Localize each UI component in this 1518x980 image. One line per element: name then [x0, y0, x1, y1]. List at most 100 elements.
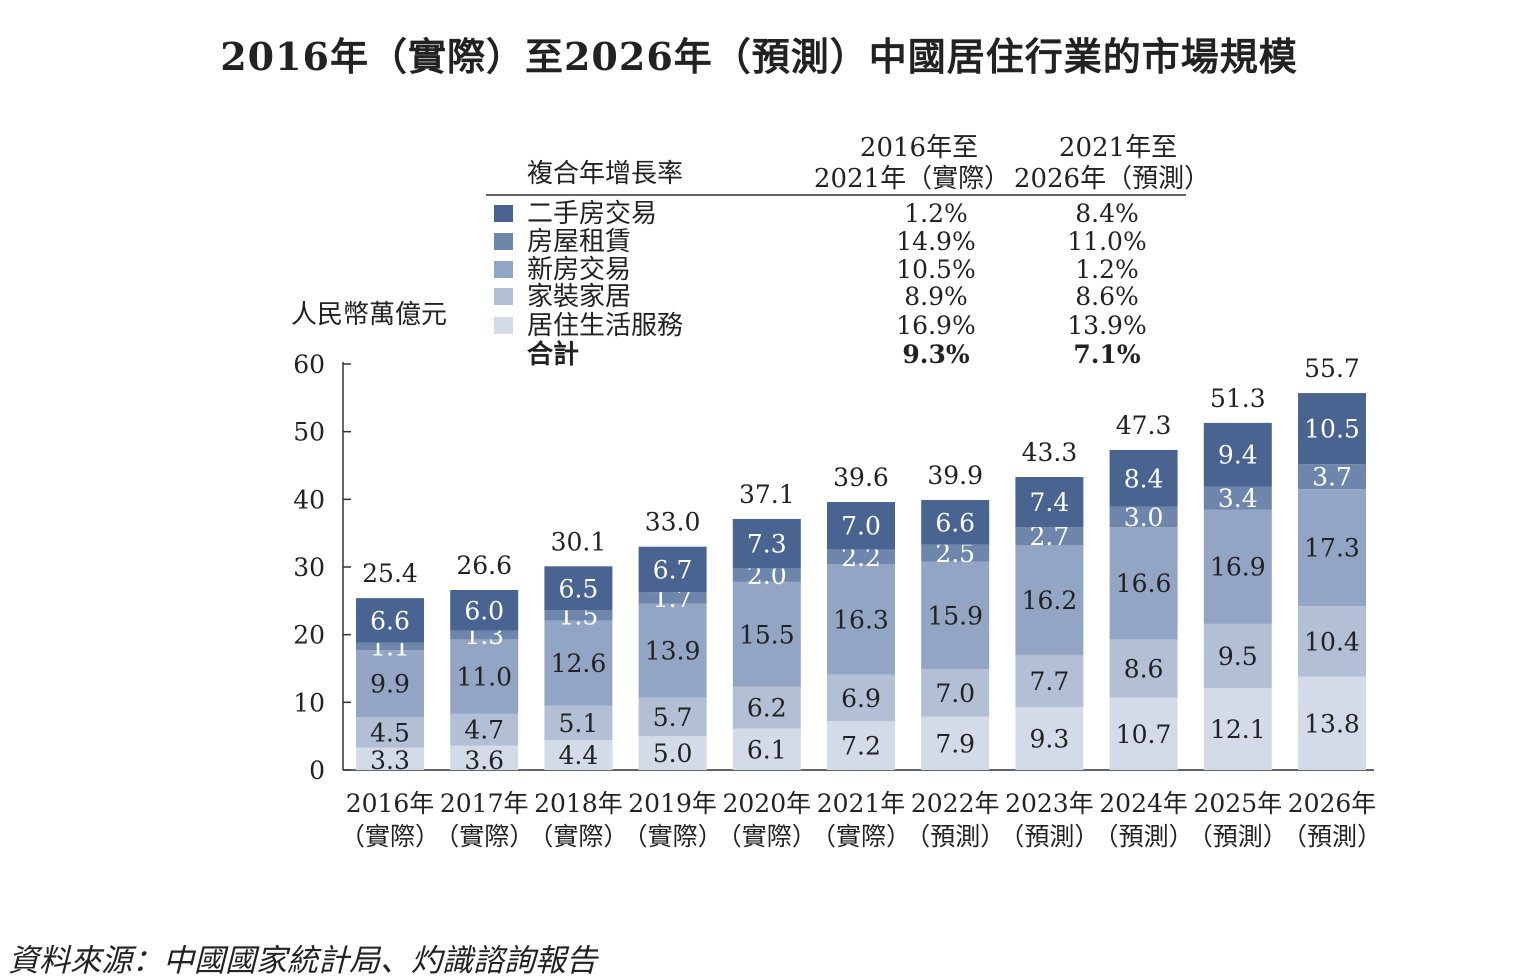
legend-total-label: 合計	[527, 339, 579, 370]
data-label: 6.1	[747, 735, 787, 764]
data-label: 6.7	[653, 555, 693, 584]
cagr-col1-header: 2016年至	[860, 133, 978, 163]
bar-segment	[638, 736, 707, 770]
data-label: 3.6	[464, 746, 504, 775]
y-tick-label: 20	[293, 621, 325, 650]
data-label: 16.3	[833, 605, 889, 634]
data-label: 15.9	[927, 601, 983, 630]
bar-segment	[1203, 486, 1272, 510]
x-tick-label-status: （實際）	[434, 822, 534, 851]
cagr-value-col2: 8.4%	[1075, 199, 1139, 228]
legend-label: 二手房交易	[527, 199, 657, 229]
data-label: 4.5	[370, 718, 410, 747]
total-label: 43.3	[1022, 438, 1078, 467]
bar-segment	[827, 674, 895, 722]
y-tick-label: 10	[293, 688, 325, 717]
data-label: 9.5	[1218, 642, 1258, 671]
source-note: 資料來源：中國國家統計局、灼識諮詢報告	[8, 943, 597, 979]
x-tick-label-year: 2020年	[722, 789, 811, 818]
data-label: 15.5	[739, 620, 795, 649]
x-tick-label-year: 2019年	[628, 789, 717, 818]
bar-segment	[1015, 654, 1084, 708]
bar-segment	[544, 740, 613, 770]
bar-segment	[732, 728, 801, 770]
data-label: 4.4	[559, 741, 599, 770]
bar-segment	[450, 639, 519, 714]
total-label: 25.4	[362, 559, 418, 588]
x-tick-label-status: （實際）	[717, 822, 817, 851]
data-label: 6.0	[464, 596, 504, 625]
bar-segment	[1203, 688, 1272, 770]
data-label: 10.4	[1304, 627, 1360, 656]
data-label: 3.3	[370, 746, 410, 775]
total-label: 37.1	[739, 480, 795, 509]
x-tick-label-year: 2023年	[1005, 789, 1094, 818]
data-label: 7.7	[1030, 667, 1070, 696]
bar-segment	[732, 581, 801, 687]
x-tick-label-year: 2024年	[1099, 789, 1188, 818]
bar-segment	[1298, 464, 1366, 490]
data-label: 7.0	[841, 512, 881, 541]
legend-swatch	[494, 288, 513, 305]
cagr-total-col1: 9.3%	[902, 340, 969, 369]
bar-segment	[1298, 606, 1366, 677]
cagr-col2-header: 2021年至	[1059, 133, 1177, 163]
data-label: 10.5	[1304, 415, 1360, 444]
data-label: 3.7	[1312, 463, 1352, 492]
y-axis-label: 人民幣萬億元	[291, 300, 447, 330]
x-tick-label-year: 2021年	[817, 789, 906, 818]
total-label: 39.9	[927, 461, 983, 490]
y-tick-label: 30	[293, 553, 325, 582]
legend-label: 居住生活服務	[527, 311, 683, 341]
data-label: 5.7	[653, 703, 693, 732]
total-label: 30.1	[551, 527, 607, 556]
bar-segment	[1109, 506, 1178, 528]
data-label: 16.9	[1210, 553, 1266, 582]
cagr-value-col2: 1.2%	[1075, 255, 1139, 284]
cagr-value-col2: 13.9%	[1067, 311, 1146, 340]
bar-segment	[732, 686, 801, 729]
bar-segment	[827, 721, 895, 770]
data-label: 7.4	[1030, 488, 1070, 517]
data-label: 7.3	[747, 530, 787, 559]
bar-segment	[450, 713, 519, 746]
y-tick-label: 50	[293, 418, 325, 447]
bar-segment	[1015, 707, 1084, 770]
total-label: 55.7	[1304, 354, 1360, 383]
data-label: 11.0	[456, 663, 512, 692]
bar-segment	[544, 566, 613, 611]
data-label: 6.9	[841, 684, 881, 713]
bar-segment	[921, 716, 990, 770]
legend-swatch	[494, 233, 513, 250]
data-label: 12.1	[1210, 715, 1266, 744]
legend-swatch	[494, 261, 513, 278]
bar-segment	[921, 669, 990, 717]
x-tick-label-status: （實際）	[528, 822, 628, 851]
x-tick-label-status: （實際）	[811, 822, 911, 851]
bar-segment	[638, 603, 707, 698]
total-label: 51.3	[1210, 384, 1266, 413]
data-label: 9.4	[1218, 441, 1258, 470]
bar-segment	[638, 697, 707, 737]
data-label: 5.0	[653, 739, 693, 768]
y-tick-label: 40	[293, 485, 325, 514]
cagr-header: 複合年增長率	[527, 159, 683, 189]
data-label: 6.6	[935, 508, 975, 537]
y-tick-label: 0	[309, 756, 325, 785]
bar-segment	[1015, 527, 1084, 546]
x-tick-label-status: （預測）	[1282, 822, 1382, 851]
x-tick-label-status: （預測）	[999, 822, 1099, 851]
bar-segment	[921, 544, 990, 562]
bar-segment	[638, 546, 707, 593]
bar-segment	[638, 592, 707, 604]
bar-segment	[450, 590, 519, 631]
cagr-value-col1: 10.5%	[896, 255, 975, 284]
total-label: 39.6	[833, 463, 889, 492]
data-label: 4.7	[464, 716, 504, 745]
x-tick-label-status: （預測）	[905, 822, 1005, 851]
bar-segment	[356, 747, 424, 770]
bar-segment	[827, 564, 895, 675]
legend-label: 家裝家居	[527, 282, 631, 312]
bar-segment	[827, 549, 895, 565]
